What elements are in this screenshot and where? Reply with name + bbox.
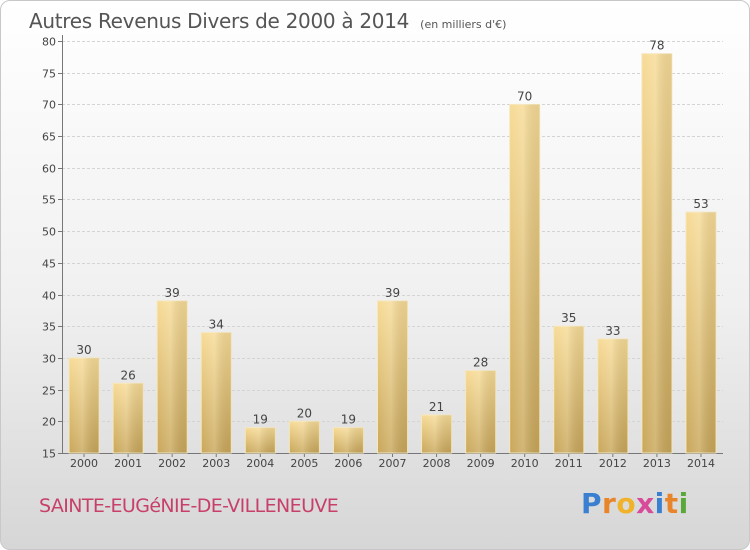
bar-shine: [113, 383, 144, 453]
logo-letter: t: [664, 487, 679, 520]
bar-shine: [69, 357, 100, 453]
value-label: 19: [341, 413, 356, 427]
value-label: 28: [473, 356, 488, 370]
x-tick-label: 2004: [246, 457, 274, 470]
value-label: 30: [76, 343, 91, 357]
logo-letter: i: [678, 487, 689, 520]
x-tick-label: 2002: [158, 457, 186, 470]
proxiti-logo[interactable]: Proxiti: [581, 487, 689, 520]
x-tick-label: 2014: [687, 457, 715, 470]
y-tick-label: 30: [42, 353, 56, 366]
y-tick-label: 35: [42, 321, 56, 334]
logo-letter: P: [581, 487, 603, 520]
bar-shine: [685, 212, 716, 453]
bar-shine: [157, 300, 188, 453]
x-tick-label: 2000: [70, 457, 98, 470]
x-tick-label: 2001: [114, 457, 142, 470]
x-tick-label: 2009: [467, 457, 495, 470]
logo-letter: i: [654, 487, 665, 520]
y-tick-label: 45: [42, 258, 56, 271]
x-tick-label: 2012: [599, 457, 627, 470]
value-label: 70: [517, 89, 532, 103]
bar-layer: [68, 53, 717, 454]
y-tick-label: 15: [42, 448, 56, 461]
y-tick-label: 25: [42, 385, 56, 398]
bar-shine: [553, 326, 584, 453]
y-tick-label: 75: [42, 68, 56, 81]
x-tick-label: 2008: [423, 457, 451, 470]
x-tick-label: 2006: [334, 457, 362, 470]
bar-shine: [421, 414, 452, 453]
value-label: 19: [253, 413, 268, 427]
bar-shine: [289, 421, 320, 453]
y-tick-label: 20: [42, 416, 56, 429]
logo-letter: x: [636, 487, 655, 520]
value-label: 33: [605, 324, 620, 338]
bar-shine: [465, 370, 496, 453]
value-label: 39: [165, 286, 180, 300]
bar-shine: [201, 332, 232, 453]
value-label: 53: [693, 197, 708, 211]
value-label: 39: [385, 286, 400, 300]
y-tick-label: 40: [42, 290, 56, 303]
value-label: 26: [120, 368, 135, 382]
label-layer: 30 2000 26 2001 39 2002 34 2003 19 2004 20 2005 19 20…: [70, 39, 715, 470]
x-tick-label: 2013: [643, 457, 671, 470]
value-label: 34: [209, 318, 224, 332]
value-label: 35: [561, 311, 576, 325]
chart-title-text: Autres Revenus Divers de 2000 à 2014: [29, 9, 410, 33]
commune-name: SAINTE-EUGéNIE-DE-VILLENEUVE: [39, 495, 339, 517]
value-label: 21: [429, 400, 444, 414]
x-tick-label: 2005: [290, 457, 318, 470]
logo-letter: o: [616, 487, 637, 520]
y-tick-label: 80: [42, 36, 56, 49]
value-label: 20: [297, 406, 312, 420]
chart-title: Autres Revenus Divers de 2000 à 2014 (en…: [29, 9, 506, 33]
x-tick-label: 2010: [511, 457, 539, 470]
bar-shine: [333, 427, 364, 453]
x-tick-label: 2011: [555, 457, 583, 470]
x-tick-label: 2003: [202, 457, 230, 470]
value-label: 78: [649, 39, 664, 53]
y-tick-label: 65: [42, 131, 56, 144]
chart-subtitle: (en milliers d'€): [420, 18, 507, 31]
y-tick-label: 70: [42, 99, 56, 112]
y-tick-label: 50: [42, 226, 56, 239]
bar-shine: [509, 104, 540, 453]
y-tick-label: 60: [42, 163, 56, 176]
bar-shine: [641, 53, 672, 454]
bar-shine: [597, 338, 628, 453]
bar-shine: [377, 300, 408, 453]
logo-letter: r: [602, 487, 617, 520]
y-tick-label: 55: [42, 194, 56, 207]
bar-shine: [245, 427, 276, 453]
x-tick-label: 2007: [379, 457, 407, 470]
